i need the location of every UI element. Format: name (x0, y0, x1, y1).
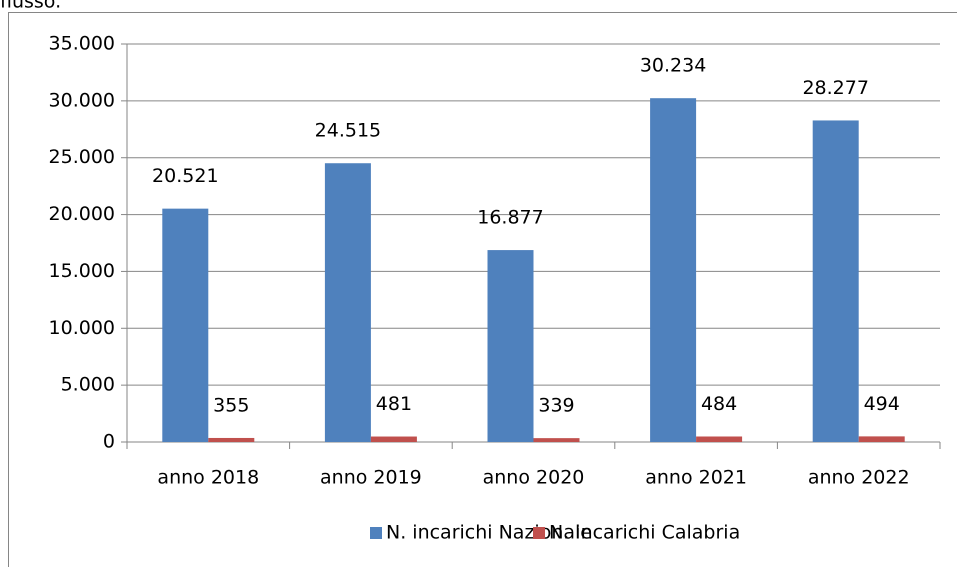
y-tick-label: 15.000 (49, 260, 115, 282)
bar (162, 208, 209, 442)
chart-frame (8, 12, 957, 567)
data-label: 24.515 (315, 120, 381, 142)
data-label: 30.234 (640, 55, 706, 77)
bar (487, 250, 534, 442)
data-label: 339 (538, 395, 574, 417)
x-tick-label: anno 2020 (483, 467, 585, 489)
x-tick-label: anno 2021 (645, 467, 747, 489)
data-label: 355 (213, 394, 249, 416)
bar (370, 436, 417, 442)
x-tick-label: anno 2019 (320, 467, 422, 489)
data-label: 494 (864, 393, 900, 415)
bar (324, 163, 371, 442)
y-tick-label: 35.000 (49, 33, 115, 55)
legend-swatch (370, 527, 382, 539)
legend-swatch (533, 527, 545, 539)
x-tick-label: anno 2018 (157, 467, 259, 489)
bar (208, 437, 255, 442)
bar (650, 98, 697, 442)
data-label: 484 (701, 393, 737, 415)
bar (696, 436, 743, 442)
y-tick-label: 25.000 (49, 146, 115, 168)
legend-label: N. incarichi Calabria (549, 522, 740, 544)
bar (812, 120, 859, 443)
y-tick-label: 10.000 (49, 317, 115, 339)
y-tick-label: 5.000 (61, 374, 115, 396)
data-label: 20.521 (152, 165, 218, 187)
y-tick-label: 30.000 (49, 89, 115, 111)
caption: flusso. (0, 0, 61, 13)
y-tick-label: 0 (103, 431, 115, 453)
y-tick-label: 20.000 (49, 203, 115, 225)
data-label: 28.277 (802, 77, 868, 99)
bar (533, 438, 580, 442)
data-label: 481 (376, 393, 412, 415)
bar (858, 436, 905, 442)
x-tick-label: anno 2022 (808, 467, 910, 489)
data-label: 16.877 (477, 207, 543, 229)
